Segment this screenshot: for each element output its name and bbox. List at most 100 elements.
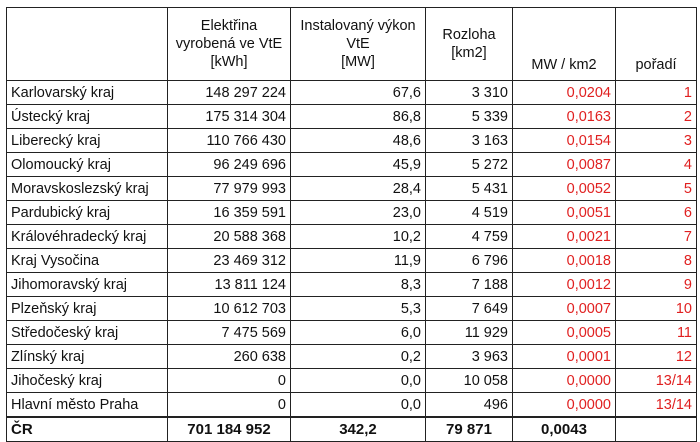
rank-cell: [615, 416, 697, 442]
electricity-cell: 0: [167, 392, 291, 418]
rank-cell: 9: [615, 272, 697, 297]
area-cell: 3 163: [425, 128, 513, 153]
density-cell: 0,0021: [512, 224, 616, 249]
electricity-cell: 260 638: [167, 344, 291, 369]
electricity-cell: 701 184 952: [167, 416, 291, 442]
header-line: Elektřina: [200, 18, 258, 34]
electricity-cell: 16 359 591: [167, 200, 291, 225]
area-cell: 79 871: [425, 416, 513, 442]
region-cell: Zlínský kraj: [6, 344, 168, 369]
installed-power-cell: 10,2: [290, 224, 426, 249]
table-row: Jihočeský kraj 0 0,0 10 058 0,0000 13/14: [6, 368, 697, 393]
installed-power-cell: 342,2: [290, 416, 426, 442]
header-electricity: Elektřina vyrobená ve VtE [kWh]: [167, 7, 291, 81]
region-cell: Královéhradecký kraj: [6, 224, 168, 249]
rank-cell: 1: [615, 80, 697, 105]
rank-cell: 4: [615, 152, 697, 177]
table-row: Karlovarský kraj 148 297 224 67,6 3 310 0,02…: [6, 80, 697, 105]
electricity-cell: 13 811 124: [167, 272, 291, 297]
density-cell: 0,0163: [512, 104, 616, 129]
table-row: Ústecký kraj 175 314 304 86,8 5 339 0,0163 2: [6, 104, 697, 129]
rank-cell: 13/14: [615, 392, 697, 418]
rank-cell: 5: [615, 176, 697, 201]
area-cell: 3 963: [425, 344, 513, 369]
area-cell: 5 339: [425, 104, 513, 129]
area-cell: 7 649: [425, 296, 513, 321]
electricity-cell: 10 612 703: [167, 296, 291, 321]
table-row: Moravskoslezský kraj 77 979 993 28,4 5 431 0…: [6, 176, 697, 201]
area-cell: 5 431: [425, 176, 513, 201]
header-rank: pořadí: [615, 7, 697, 81]
density-cell: 0,0052: [512, 176, 616, 201]
area-cell: 3 310: [425, 80, 513, 105]
region-cell: ČR: [6, 416, 168, 442]
installed-power-cell: 0,0: [290, 368, 426, 393]
table-row: Středočeský kraj 7 475 569 6,0 11 929 0,0005…: [6, 320, 697, 345]
area-cell: 7 188: [425, 272, 513, 297]
density-cell: 0,0204: [512, 80, 616, 105]
density-cell: 0,0154: [512, 128, 616, 153]
region-cell: Moravskoslezský kraj: [6, 176, 168, 201]
installed-power-cell: 28,4: [290, 176, 426, 201]
installed-power-cell: 48,6: [290, 128, 426, 153]
density-cell: 0,0001: [512, 344, 616, 369]
installed-power-cell: 11,9: [290, 248, 426, 273]
electricity-cell: 175 314 304: [167, 104, 291, 129]
header-line: [kWh]: [210, 54, 248, 70]
header-line: [MW]: [341, 54, 375, 70]
header-line: vyrobená ve VtE: [175, 36, 283, 52]
density-cell: 0,0087: [512, 152, 616, 177]
region-cell: Středočeský kraj: [6, 320, 168, 345]
region-cell: Jihočeský kraj: [6, 368, 168, 393]
region-cell: Kraj Vysočina: [6, 248, 168, 273]
density-cell: 0,0000: [512, 368, 616, 393]
rank-cell: 2: [615, 104, 697, 129]
electricity-cell: 7 475 569: [167, 320, 291, 345]
rank-cell: 11: [615, 320, 697, 345]
area-cell: 4 759: [425, 224, 513, 249]
table-row: Olomoucký kraj 96 249 696 45,9 5 272 0,0087 4: [6, 152, 697, 177]
region-cell: Karlovarský kraj: [6, 80, 168, 105]
table-row: Jihomoravský kraj 13 811 124 8,3 7 188 0,001…: [6, 272, 697, 297]
installed-power-cell: 0,0: [290, 392, 426, 418]
header-installed-power: Instalovaný výkon VtE [MW]: [290, 7, 426, 81]
electricity-cell: 23 469 312: [167, 248, 291, 273]
area-cell: 10 058: [425, 368, 513, 393]
region-cell: Hlavní město Praha: [6, 392, 168, 418]
region-cell: Olomoucký kraj: [6, 152, 168, 177]
region-cell: Ústecký kraj: [6, 104, 168, 129]
electricity-cell: 0: [167, 368, 291, 393]
electricity-cell: 110 766 430: [167, 128, 291, 153]
table-row: Pardubický kraj 16 359 591 23,0 4 519 0,0051…: [6, 200, 697, 225]
region-cell: Pardubický kraj: [6, 200, 168, 225]
table-row: Kraj Vysočina 23 469 312 11,9 6 796 0,0018 8: [6, 248, 697, 273]
density-cell: 0,0043: [512, 416, 616, 442]
area-cell: 5 272: [425, 152, 513, 177]
area-cell: 11 929: [425, 320, 513, 345]
installed-power-cell: 67,6: [290, 80, 426, 105]
header-row: Elektřina vyrobená ve VtE [kWh] Instalov…: [6, 7, 697, 81]
electricity-cell: 77 979 993: [167, 176, 291, 201]
density-cell: 0,0012: [512, 272, 616, 297]
region-cell: Jihomoravský kraj: [6, 272, 168, 297]
table-row: Hlavní město Praha 0 0,0 496 0,0000 13/14: [6, 392, 697, 418]
installed-power-cell: 86,8: [290, 104, 426, 129]
installed-power-cell: 0,2: [290, 344, 426, 369]
rank-cell: 6: [615, 200, 697, 225]
header-line: VtE: [346, 36, 370, 52]
installed-power-cell: 6,0: [290, 320, 426, 345]
installed-power-cell: 8,3: [290, 272, 426, 297]
rank-cell: 3: [615, 128, 697, 153]
table-row: Liberecký kraj 110 766 430 48,6 3 163 0,0154…: [6, 128, 697, 153]
density-cell: 0,0007: [512, 296, 616, 321]
table-row: Zlínský kraj 260 638 0,2 3 963 0,0001 12: [6, 344, 697, 369]
density-cell: 0,0005: [512, 320, 616, 345]
density-cell: 0,0018: [512, 248, 616, 273]
area-cell: 496: [425, 392, 513, 418]
table-row: Královéhradecký kraj 20 588 368 10,2 4 759 0…: [6, 224, 697, 249]
header-line: [km2]: [451, 45, 487, 61]
rank-cell: 7: [615, 224, 697, 249]
header-line: Instalovaný výkon: [300, 18, 416, 34]
header-density: MW / km2: [512, 7, 616, 81]
total-row: ČR 701 184 952 342,2 79 871 0,0043: [6, 416, 697, 442]
